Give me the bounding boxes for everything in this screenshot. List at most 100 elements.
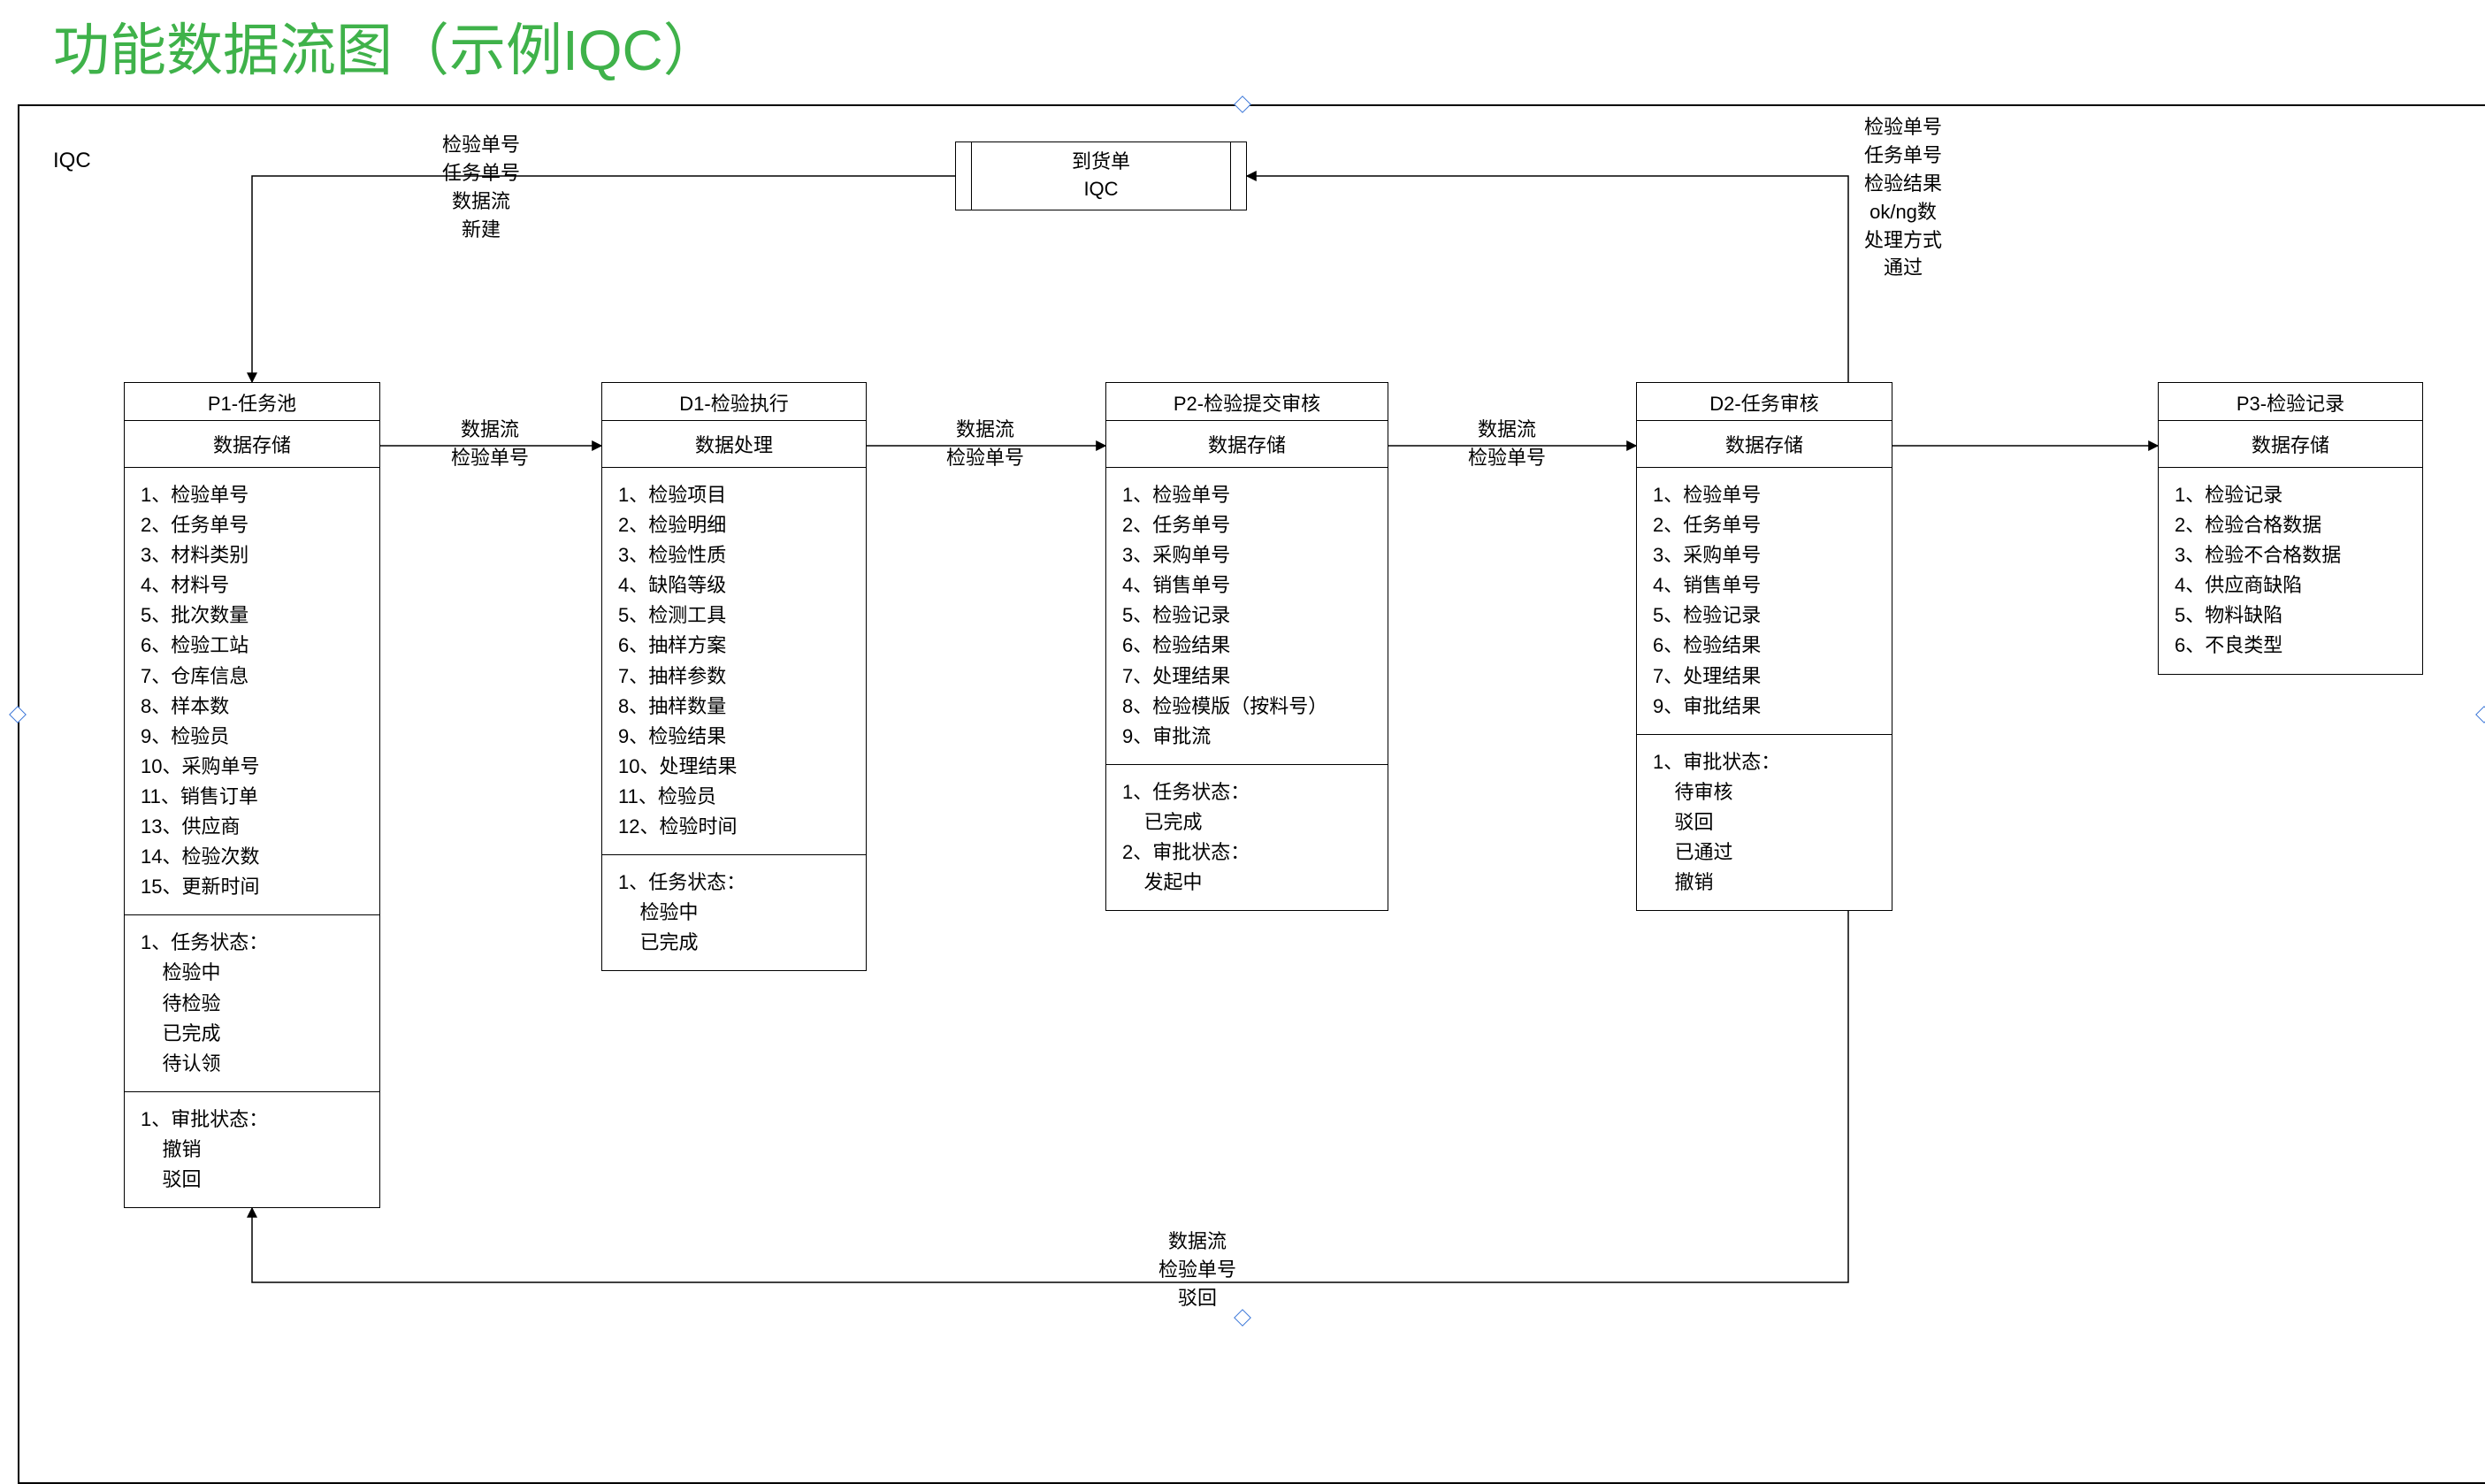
node-header: P3-检验记录 <box>2159 383 2422 421</box>
node-row: 9、检验员 <box>141 722 363 752</box>
node-row: 待审核 <box>1653 777 1876 807</box>
external-entity-line: 到货单 <box>1072 149 1130 176</box>
node-subheader: 数据存储 <box>125 421 379 468</box>
edge-label-e_p2_d2: 数据流检验单号 <box>1468 416 1546 472</box>
node-row: 1、检验单号 <box>141 480 363 510</box>
node-row: 1、检验记录 <box>2175 480 2406 510</box>
node-row: 已通过 <box>1653 838 1876 868</box>
node-row: 5、检验记录 <box>1653 600 1876 631</box>
node-row: 1、审批状态： <box>141 1105 363 1135</box>
node-row: 驳回 <box>141 1165 363 1195</box>
node-row: 3、材料类别 <box>141 540 363 570</box>
node-row: 12、检验时间 <box>618 812 850 842</box>
node-row: 待认领 <box>141 1049 363 1079</box>
node-d1: D1-检验执行数据处理1、检验项目2、检验明细3、检验性质4、缺陷等级5、检测工… <box>601 382 867 971</box>
node-row: 6、不良类型 <box>2175 631 2406 661</box>
node-row: 11、检验员 <box>618 782 850 812</box>
node-row: 2、检验明细 <box>618 510 850 540</box>
node-row: 6、抽样方案 <box>618 631 850 661</box>
node-subheader: 数据存储 <box>2159 421 2422 468</box>
node-row: 已完成 <box>141 1019 363 1049</box>
node-row: 8、抽样数量 <box>618 692 850 722</box>
node-section: 1、检验单号2、任务单号3、采购单号4、销售单号5、检验记录6、检验结果7、处理… <box>1637 468 1892 735</box>
node-header: P2-检验提交审核 <box>1106 383 1388 421</box>
node-section: 1、审批状态： 撤销 驳回 <box>125 1092 379 1207</box>
node-row: 3、检验性质 <box>618 540 850 570</box>
node-row: 2、任务单号 <box>1122 510 1372 540</box>
node-header: P1-任务池 <box>125 383 379 421</box>
node-d2: D2-任务审核数据存储1、检验单号2、任务单号3、采购单号4、销售单号5、检验记… <box>1636 382 1892 911</box>
node-subheader: 数据存储 <box>1106 421 1388 468</box>
edge-label-e_d2_top: 检验单号任务单号检验结果ok/ng数处理方式通过 <box>1864 113 1942 282</box>
node-row: 13、供应商 <box>141 812 363 842</box>
node-row: 4、销售单号 <box>1122 570 1372 600</box>
node-section: 1、任务状态： 检验中 已完成 <box>602 855 866 970</box>
node-section: 1、检验记录2、检验合格数据3、检验不合格数据4、供应商缺陷5、物料缺陷6、不良… <box>2159 468 2422 674</box>
node-row: 15、更新时间 <box>141 872 363 902</box>
node-row: 4、材料号 <box>141 570 363 600</box>
node-row: 驳回 <box>1653 807 1876 838</box>
node-row: 已完成 <box>1122 807 1372 838</box>
node-row: 5、物料缺陷 <box>2175 600 2406 631</box>
node-row: 1、任务状态： <box>141 928 363 958</box>
node-row: 5、批次数量 <box>141 600 363 631</box>
node-row: 发起中 <box>1122 868 1372 898</box>
node-row: 9、检验结果 <box>618 722 850 752</box>
node-row: 1、检验单号 <box>1653 480 1876 510</box>
node-header: D1-检验执行 <box>602 383 866 421</box>
node-section: 1、任务状态： 已完成2、审批状态： 发起中 <box>1106 765 1388 910</box>
external-entity-line: IQC <box>1083 176 1118 203</box>
node-row: 7、抽样参数 <box>618 662 850 692</box>
node-row: 9、审批结果 <box>1653 692 1876 722</box>
node-row: 1、任务状态： <box>1122 777 1372 807</box>
node-row: 检验中 <box>618 898 850 928</box>
node-row: 2、任务单号 <box>141 510 363 540</box>
node-row: 9、审批流 <box>1122 722 1372 752</box>
node-row: 6、检验结果 <box>1653 631 1876 661</box>
node-p2: P2-检验提交审核数据存储1、检验单号2、任务单号3、采购单号4、销售单号5、检… <box>1105 382 1388 911</box>
node-p1: P1-任务池数据存储1、检验单号2、任务单号3、材料类别4、材料号5、批次数量6… <box>124 382 380 1208</box>
node-row: 待检验 <box>141 989 363 1019</box>
edge-label-e_d1_p2: 数据流检验单号 <box>946 416 1024 472</box>
node-row: 5、检测工具 <box>618 600 850 631</box>
node-row: 3、检验不合格数据 <box>2175 540 2406 570</box>
node-row: 7、处理结果 <box>1653 662 1876 692</box>
node-row: 11、销售订单 <box>141 782 363 812</box>
node-row: 6、检验工站 <box>141 631 363 661</box>
node-row: 已完成 <box>618 928 850 958</box>
diagram-title: 功能数据流图（示例IQC） <box>53 5 720 87</box>
node-header: D2-任务审核 <box>1637 383 1892 421</box>
diagram-boundary-label: IQC <box>53 149 91 173</box>
external-entity-arrival: 到货单IQC <box>955 142 1247 210</box>
node-row: 2、审批状态： <box>1122 838 1372 868</box>
node-row: 撤销 <box>1653 868 1876 898</box>
node-row: 14、检验次数 <box>141 842 363 872</box>
node-row: 8、样本数 <box>141 692 363 722</box>
edge-label-e_top_p1: 检验单号任务单号数据流新建 <box>442 131 520 244</box>
node-row: 10、处理结果 <box>618 752 850 782</box>
node-p3: P3-检验记录数据存储1、检验记录2、检验合格数据3、检验不合格数据4、供应商缺… <box>2158 382 2423 675</box>
node-row: 4、缺陷等级 <box>618 570 850 600</box>
node-section: 1、任务状态： 检验中 待检验 已完成 待认领 <box>125 915 379 1091</box>
node-row: 10、采购单号 <box>141 752 363 782</box>
node-row: 2、任务单号 <box>1653 510 1876 540</box>
node-row: 3、采购单号 <box>1122 540 1372 570</box>
node-row: 5、检验记录 <box>1122 600 1372 631</box>
node-row: 7、仓库信息 <box>141 662 363 692</box>
node-row: 3、采购单号 <box>1653 540 1876 570</box>
edge-label-e_d2_p1_reject: 数据流检验单号驳回 <box>1158 1228 1236 1312</box>
node-row: 7、处理结果 <box>1122 662 1372 692</box>
node-row: 8、检验模版（按料号） <box>1122 692 1372 722</box>
node-row: 1、检验项目 <box>618 480 850 510</box>
edge-label-e_p1_d1: 数据流检验单号 <box>451 416 529 472</box>
node-row: 检验中 <box>141 958 363 988</box>
node-row: 4、供应商缺陷 <box>2175 570 2406 600</box>
node-row: 6、检验结果 <box>1122 631 1372 661</box>
node-row: 2、检验合格数据 <box>2175 510 2406 540</box>
node-row: 撤销 <box>141 1135 363 1165</box>
node-row: 1、任务状态： <box>618 868 850 898</box>
node-section: 1、检验单号2、任务单号3、材料类别4、材料号5、批次数量6、检验工站7、仓库信… <box>125 468 379 915</box>
node-section: 1、检验单号2、任务单号3、采购单号4、销售单号5、检验记录6、检验结果7、处理… <box>1106 468 1388 765</box>
node-row: 1、审批状态： <box>1653 747 1876 777</box>
node-row: 4、销售单号 <box>1653 570 1876 600</box>
